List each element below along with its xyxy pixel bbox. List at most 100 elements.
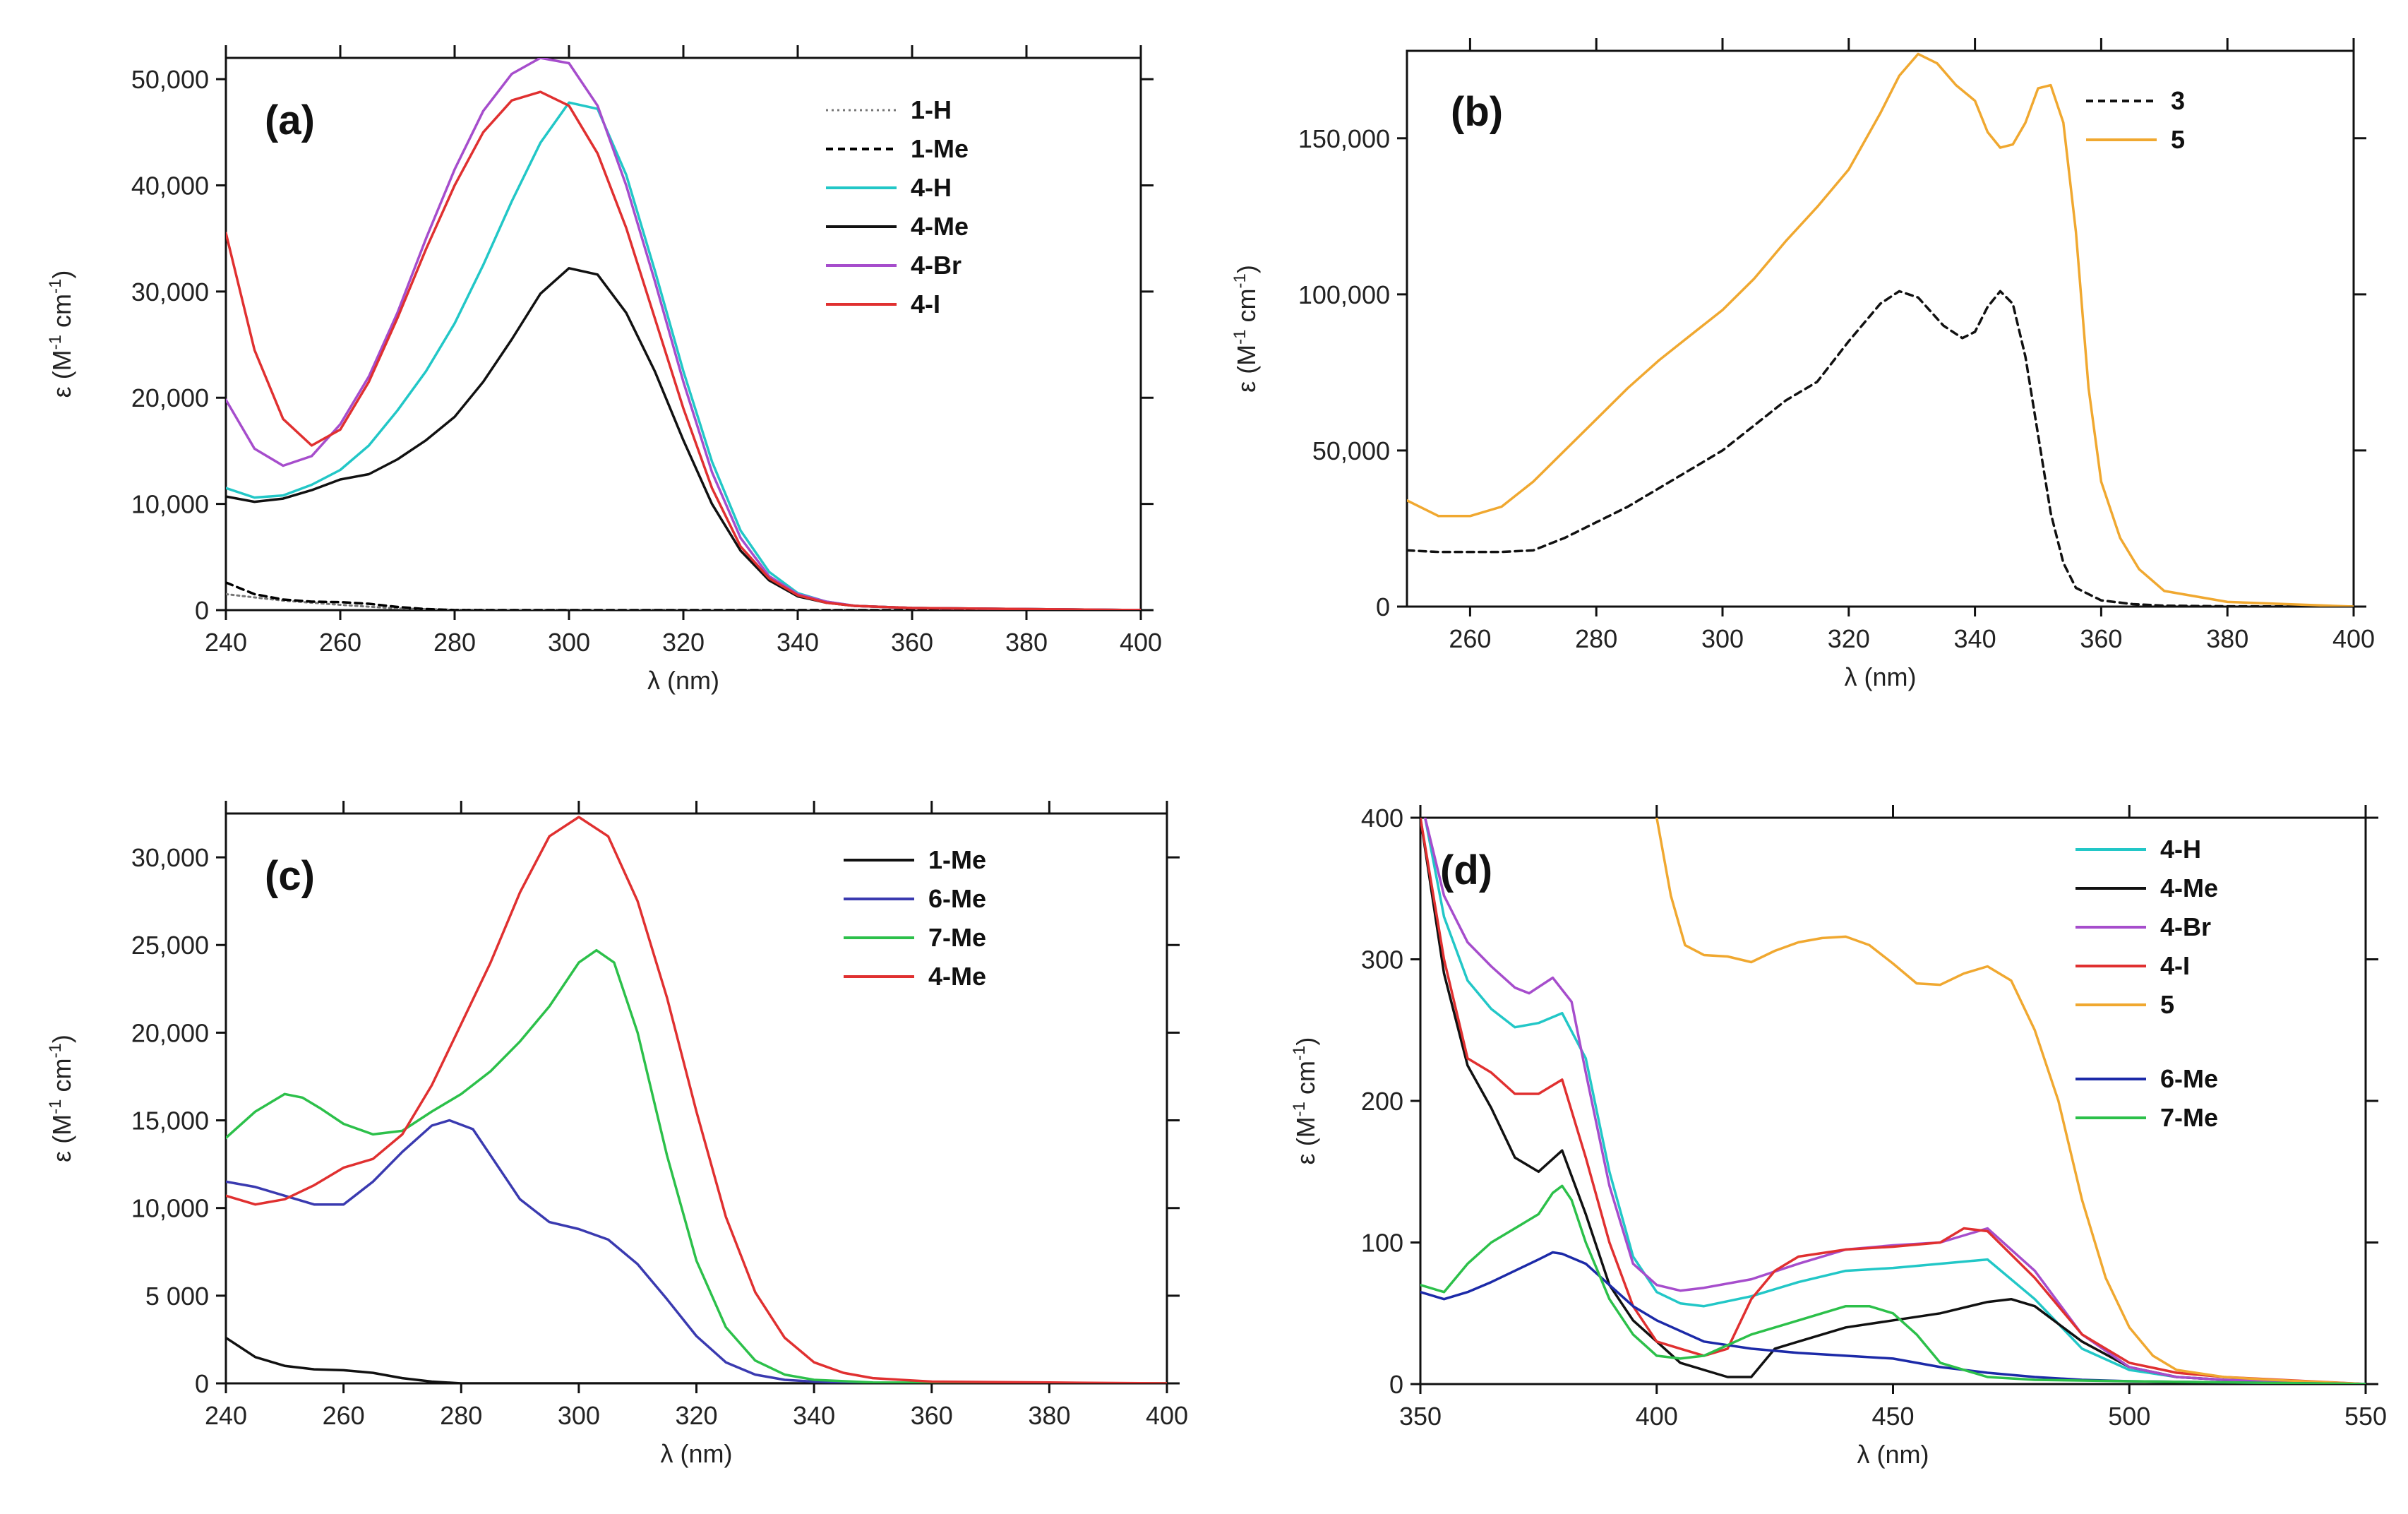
x-tick-label: 320 (1828, 624, 1870, 653)
panel-0: 240 260 280 300 320 340 360 380 400 0 10,000 20,000… (46, 45, 1162, 695)
y-axis-title: ε (M-1 cm-1) (1230, 265, 1261, 393)
x-tick-label: 360 (2080, 624, 2122, 653)
series-line-6-Me (226, 1119, 1167, 1383)
y-tick-label: 15,000 (131, 1107, 209, 1136)
legend-label: 6-Me (928, 884, 986, 913)
series-line-5 (1407, 52, 2354, 607)
legend-label: 3 (2171, 86, 2185, 115)
x-tick-label: 300 (558, 1401, 600, 1430)
y-tick-label: 0 (195, 1369, 209, 1398)
plot-frame (224, 56, 1142, 612)
y-axis-title: ε (M-1 cm-1) (1290, 1037, 1320, 1165)
legend-label: 4-Me (911, 212, 969, 241)
x-tick-label: 550 (2344, 1402, 2387, 1431)
panel-2: 240 260 280 300 320 340 360 380 400 0 5 000 10,000 1… (46, 801, 1188, 1468)
legend-label: 1-H (911, 95, 952, 124)
legend-label: 5 (2160, 990, 2174, 1019)
x-tick-label: 340 (1954, 624, 1996, 653)
series-group (1420, 818, 2366, 1384)
plot-frame (1406, 49, 2355, 608)
panel-1: 260 280 300 320 340 360 380 400 0 50,000 100,000 15… (1230, 38, 2375, 691)
x-tick-label: 380 (2206, 624, 2248, 653)
y-axis-title-part: cm (47, 294, 76, 335)
panel-label: (b) (1451, 89, 1503, 135)
y-tick-label: 150,000 (1298, 124, 1390, 153)
y-axis-title: ε (M-1 cm-1) (46, 1035, 76, 1162)
panel-label: (c) (265, 853, 315, 899)
legend-label: 7-Me (928, 923, 986, 952)
y-tick-label: 30,000 (131, 843, 209, 872)
x-tick-label: 350 (1399, 1402, 1442, 1431)
y-axis-title-part: -1 (1290, 1046, 1309, 1061)
legend-label: 4-Me (2160, 874, 2218, 902)
y-tick-label: 0 (195, 596, 209, 625)
x-tick-label: 400 (1636, 1402, 1678, 1431)
x-tick-label: 380 (1028, 1401, 1070, 1430)
y-tick-label: 30,000 (131, 278, 209, 306)
x-tick-label: 320 (675, 1401, 717, 1430)
x-tick-label: 260 (1449, 624, 1491, 653)
legend-label: 4-I (2160, 951, 2190, 980)
legend-label: 4-H (2160, 835, 2201, 864)
y-tick-label: 5 000 (145, 1282, 209, 1311)
panel-label: (d) (1440, 847, 1492, 893)
y-tick-label: 25,000 (131, 931, 209, 960)
y-axis-title-part: ε (M (47, 1114, 76, 1162)
series-line-4-Br (226, 58, 1141, 610)
series-line-3 (1407, 290, 2354, 607)
x-tick-label: 300 (1701, 624, 1744, 653)
x-tick-label: 300 (548, 628, 590, 657)
y-tick-label: 0 (1389, 1370, 1403, 1399)
series-line-7-Me (226, 948, 1167, 1383)
y-axis-title-part: cm (1291, 1061, 1320, 1102)
y-axis-title-part: ) (1291, 1037, 1320, 1046)
y-tick-label: 10,000 (131, 490, 209, 519)
series-line-6-Me (1420, 1251, 2366, 1384)
y-tick-label: 400 (1361, 804, 1403, 833)
y-axis-title-part: -1 (46, 1099, 65, 1114)
legend-label: 4-Me (928, 962, 986, 991)
x-tick-label: 260 (319, 628, 361, 657)
x-tick-label: 400 (1146, 1401, 1188, 1430)
series-group (226, 58, 1141, 610)
y-tick-label: 10,000 (131, 1194, 209, 1223)
x-tick-label: 280 (1575, 624, 1617, 653)
series-line-5 (1655, 818, 2366, 1384)
y-tick-label: 300 (1361, 946, 1403, 974)
y-axis-title-part: ) (47, 270, 76, 279)
panel-label: (a) (265, 97, 315, 143)
y-axis-title-part: -1 (46, 335, 65, 350)
legend-label: 7-Me (2160, 1103, 2218, 1132)
x-tick-label: 380 (1005, 628, 1048, 657)
x-tick-label: 240 (205, 1401, 247, 1430)
x-tick-label: 320 (662, 628, 705, 657)
y-tick-label: 50,000 (131, 65, 209, 94)
y-axis-title-part: ε (M (47, 350, 76, 398)
series-line-4-H (226, 101, 1141, 610)
y-tick-label: 100 (1361, 1229, 1403, 1258)
y-axis-title-part: -1 (1230, 273, 1250, 288)
series-line-4-Br (1423, 818, 2366, 1384)
series-line-4-I (226, 90, 1141, 610)
plot-frame (224, 812, 1168, 1385)
x-axis-title: λ (nm) (661, 1439, 733, 1468)
y-axis-title-part: -1 (46, 279, 65, 294)
legend-label: 1-Me (928, 845, 986, 874)
series-group (1407, 52, 2354, 607)
x-tick-label: 400 (1120, 628, 1162, 657)
legend-label: 4-H (911, 173, 952, 202)
x-axis-title: λ (nm) (647, 666, 719, 695)
series-line-4-Me (226, 267, 1141, 610)
series-line-4-H (1423, 818, 2366, 1384)
x-tick-label: 280 (440, 1401, 482, 1430)
x-tick-label: 500 (2108, 1402, 2150, 1431)
x-tick-label: 340 (777, 628, 819, 657)
x-tick-label: 280 (433, 628, 476, 657)
y-axis-title-part: -1 (1290, 1102, 1309, 1116)
series-line-1-Me (226, 1336, 1167, 1383)
x-tick-label: 240 (205, 628, 247, 657)
y-axis-title: ε (M-1 cm-1) (46, 270, 76, 398)
legend-label: 6-Me (2160, 1064, 2218, 1093)
